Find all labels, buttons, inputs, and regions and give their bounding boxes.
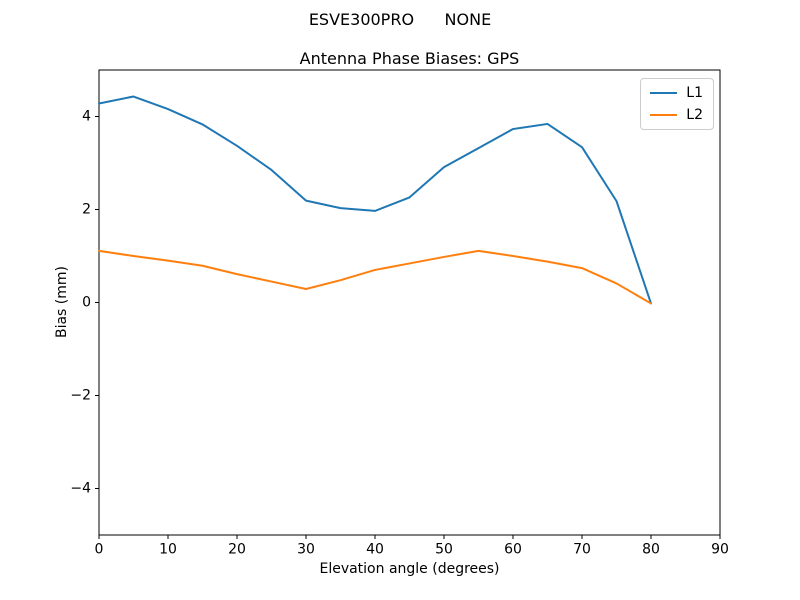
x-tick-label: 80 bbox=[642, 542, 660, 558]
x-tick-label: 60 bbox=[504, 542, 522, 558]
x-tick-label: 70 bbox=[573, 542, 591, 558]
x-tick-label: 0 bbox=[95, 542, 104, 558]
x-tick-label: 30 bbox=[297, 542, 315, 558]
x-tick-label: 10 bbox=[159, 542, 177, 558]
x-tick-label: 20 bbox=[228, 542, 246, 558]
y-tick-label: 4 bbox=[82, 109, 91, 125]
l2-line-sample bbox=[650, 114, 678, 116]
y-tick-label: 2 bbox=[82, 202, 91, 218]
figure-suptitle: ESVE300PRO NONE bbox=[308, 10, 492, 29]
legend-label-l1: L1 bbox=[686, 85, 703, 101]
y-tick-label: −4 bbox=[70, 481, 91, 497]
l1-line-sample bbox=[650, 92, 678, 94]
series-line-l1 bbox=[98, 95, 652, 305]
chart-title: Antenna Phase Biases: GPS bbox=[299, 49, 520, 68]
x-tick-label: 50 bbox=[435, 542, 453, 558]
y-tick-label: 0 bbox=[82, 295, 91, 311]
plot-border bbox=[98, 69, 721, 536]
x-tick-label: 90 bbox=[711, 542, 729, 558]
legend-item-l2: L2 bbox=[650, 108, 703, 122]
y-tick-label: −2 bbox=[70, 388, 91, 404]
series-line-l2 bbox=[98, 249, 652, 305]
x-axis-label: Elevation angle (degrees) bbox=[319, 561, 500, 577]
legend-label-l2: L2 bbox=[686, 107, 703, 123]
x-tick-label: 40 bbox=[366, 542, 384, 558]
legend-item-l1: L1 bbox=[650, 86, 703, 100]
legend: L1 L2 bbox=[640, 78, 714, 130]
